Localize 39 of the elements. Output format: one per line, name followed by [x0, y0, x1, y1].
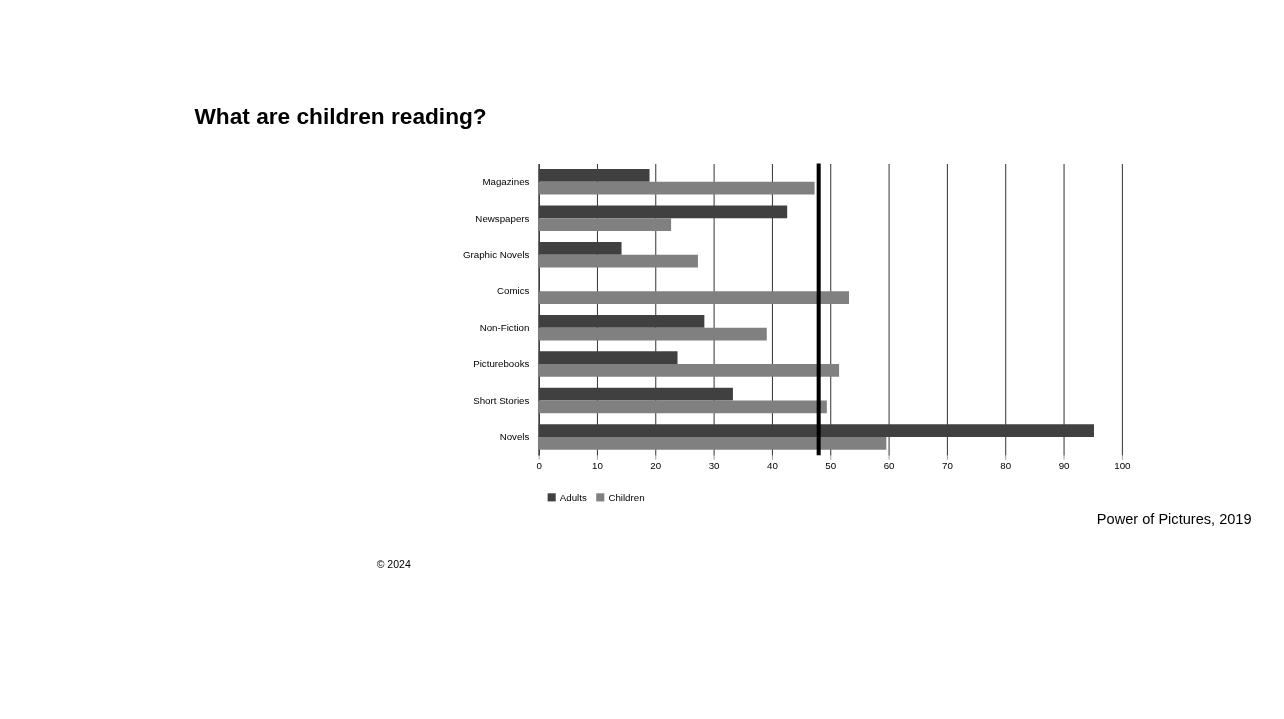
- y-tick-label: Comics: [496, 285, 530, 297]
- x-tick-label: 90: [1058, 459, 1071, 471]
- bar: [538, 387, 733, 401]
- bar: [538, 351, 678, 365]
- bar: [538, 400, 827, 414]
- y-tick-label: Magazines: [482, 176, 530, 188]
- y-tick-label: Graphic Novels: [462, 248, 530, 260]
- x-tick-label: 60: [883, 459, 896, 471]
- text: Power of Pictures, 2019: [1096, 511, 1252, 528]
- x-tick-label: 70: [942, 459, 954, 471]
- legend-label: Children: [608, 491, 645, 503]
- bar: [538, 181, 815, 195]
- legend-label: Adults: [559, 491, 587, 503]
- bar: [538, 169, 650, 182]
- bar: [538, 254, 698, 268]
- bar: [538, 364, 840, 377]
- x-tick-label: 30: [708, 459, 721, 471]
- x-tick-label: 100: [1114, 459, 1132, 471]
- bar: [538, 327, 767, 341]
- bar: [538, 241, 622, 255]
- x-tick-label: 10: [592, 459, 604, 471]
- text: What are children reading?: [194, 103, 487, 130]
- x-tick-label: 40: [767, 459, 779, 471]
- bar: [538, 314, 705, 328]
- x-tick-label: 20: [650, 459, 662, 471]
- bar: [538, 291, 850, 304]
- bar: [538, 205, 788, 219]
- bar: [538, 218, 672, 232]
- y-tick-label: Short Stories: [473, 394, 530, 406]
- y-tick-label: Non-Fiction: [479, 321, 530, 333]
- x-tick-label: 0: [536, 459, 543, 471]
- text: © 2024: [376, 557, 411, 570]
- bar: [538, 437, 887, 450]
- x-tick-label: 80: [1000, 459, 1012, 471]
- x-tick-label: 50: [825, 459, 837, 471]
- y-tick-label: Newspapers: [475, 212, 530, 224]
- y-tick-label: Picturebooks: [473, 358, 530, 370]
- y-tick-label: Novels: [499, 431, 530, 443]
- bar: [538, 424, 1094, 438]
